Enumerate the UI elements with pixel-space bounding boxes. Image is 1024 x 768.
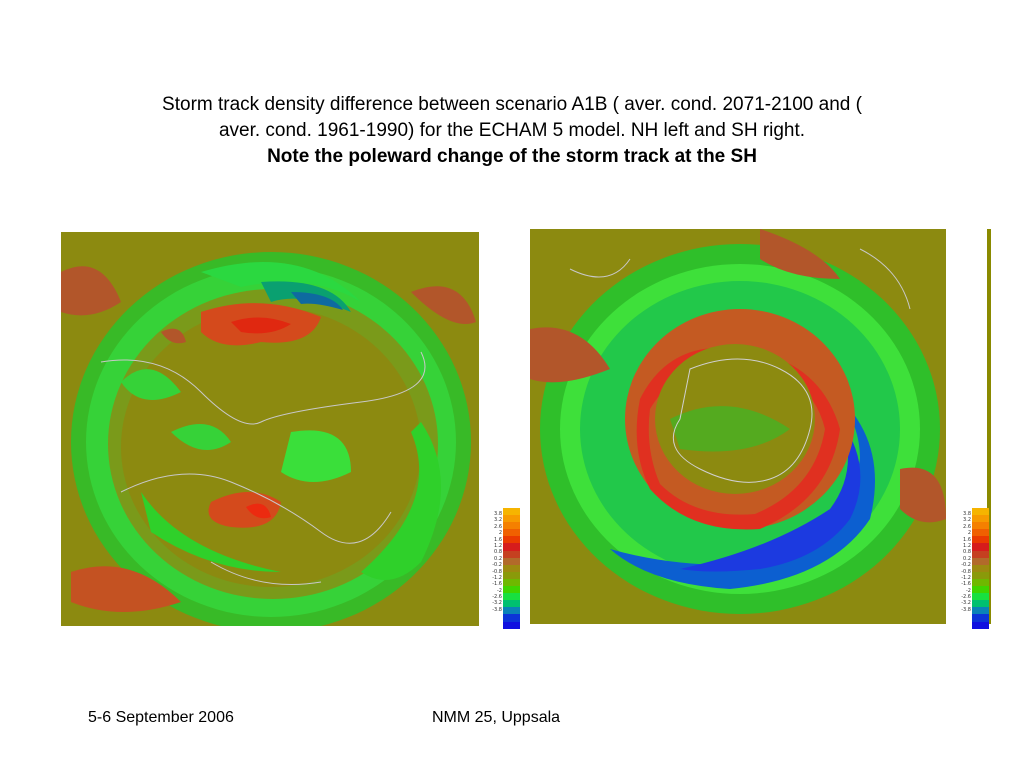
colorbar-label: -0.8 bbox=[492, 568, 502, 575]
colorbar-swatch bbox=[503, 586, 520, 594]
colorbar-swatch bbox=[972, 600, 989, 608]
colorbar-swatch bbox=[503, 621, 520, 629]
colorbar-label: -2 bbox=[497, 587, 502, 594]
colorbar-swatch bbox=[972, 536, 989, 544]
colorbar-swatch bbox=[503, 578, 520, 587]
colorbar-label: 2 bbox=[967, 530, 971, 537]
colorbar-swatch bbox=[972, 614, 989, 622]
title-line-2: aver. cond. 1961-1990) for the ECHAM 5 m… bbox=[218, 120, 806, 141]
colorbar-label: -0.8 bbox=[961, 568, 971, 575]
colorbar-swatch bbox=[972, 593, 989, 601]
colorbar-swatch bbox=[972, 571, 989, 579]
colorbar-swatch bbox=[972, 621, 989, 629]
colorbar-label: -0.2 bbox=[492, 562, 502, 569]
nh-colorbar-labels: 3.8 3.2 2.6 2 1.6 1.2 0.8 0.2 -0.2 -0.8 … bbox=[488, 511, 502, 613]
colorbar-label: 0.2 bbox=[494, 555, 502, 562]
colorbar-swatch bbox=[972, 515, 989, 523]
colorbar-label: 1.2 bbox=[963, 542, 971, 549]
colorbar-swatch bbox=[503, 557, 520, 565]
colorbar-label: 0.8 bbox=[963, 549, 971, 556]
colorbar-label: 3.8 bbox=[494, 511, 502, 517]
colorbar-swatch bbox=[503, 536, 520, 544]
colorbar-swatch bbox=[503, 607, 520, 615]
colorbar-label: 1.6 bbox=[494, 536, 502, 543]
title-line-1: Storm track density difference between s… bbox=[162, 94, 862, 115]
colorbar-label: 2 bbox=[498, 530, 502, 537]
colorbar-swatch bbox=[972, 522, 989, 530]
colorbar-label: -1.6 bbox=[492, 581, 502, 588]
colorbar-swatch bbox=[503, 571, 520, 579]
colorbar-swatch bbox=[503, 522, 520, 530]
colorbar-label: 3.8 bbox=[963, 511, 971, 517]
colorbar-label: 1.2 bbox=[494, 542, 502, 549]
colorbar-swatch bbox=[972, 578, 989, 587]
colorbar-swatch bbox=[503, 529, 520, 537]
sh-map-graphic bbox=[530, 229, 946, 624]
colorbar-swatch bbox=[503, 550, 520, 558]
footer-event: NMM 25, Uppsala bbox=[432, 709, 561, 726]
colorbar-swatch bbox=[972, 543, 989, 551]
colorbar-swatch bbox=[503, 564, 520, 572]
colorbar-label: 2.6 bbox=[963, 523, 971, 530]
colorbar-swatch bbox=[503, 614, 520, 622]
nh-storm-track-map bbox=[61, 232, 479, 626]
colorbar-label: -3.8 bbox=[961, 606, 971, 613]
colorbar-label: 3.2 bbox=[963, 517, 971, 524]
colorbar-label: -1.2 bbox=[961, 574, 971, 581]
sh-colorbar-swatches bbox=[972, 508, 989, 629]
colorbar-swatch bbox=[972, 564, 989, 572]
colorbar-label: -3.2 bbox=[492, 600, 502, 607]
colorbar-swatch bbox=[503, 593, 520, 601]
colorbar-swatch bbox=[972, 529, 989, 537]
colorbar-label: -2.6 bbox=[961, 594, 971, 601]
cropped-map-edge bbox=[987, 229, 991, 624]
slide-title: Storm track density difference between s… bbox=[40, 92, 984, 170]
colorbar-swatch bbox=[972, 586, 989, 594]
colorbar-swatch bbox=[972, 508, 989, 516]
colorbar-label: -0.2 bbox=[961, 562, 971, 569]
colorbar-swatch bbox=[503, 543, 520, 551]
colorbar-swatch bbox=[972, 550, 989, 558]
nh-map-graphic bbox=[61, 232, 479, 626]
colorbar-label: -3.8 bbox=[492, 606, 502, 613]
colorbar-label: 0.8 bbox=[494, 549, 502, 556]
colorbar-label: 3.2 bbox=[494, 517, 502, 524]
colorbar-label: -2.6 bbox=[492, 594, 502, 601]
colorbar-swatch bbox=[972, 557, 989, 565]
colorbar-label: -1.2 bbox=[492, 574, 502, 581]
sh-storm-track-map bbox=[530, 229, 946, 624]
colorbar-swatch bbox=[503, 515, 520, 523]
title-line-3-note: Note the poleward change of the storm tr… bbox=[267, 146, 757, 167]
colorbar-label: 2.6 bbox=[494, 523, 502, 530]
footer-date: 5-6 September 2006 bbox=[88, 709, 234, 726]
colorbar-label: 0.2 bbox=[963, 555, 971, 562]
colorbar-label: 1.6 bbox=[963, 536, 971, 543]
colorbar-label: -2 bbox=[966, 587, 971, 594]
colorbar-swatch bbox=[503, 508, 520, 516]
sh-colorbar-labels: 3.8 3.2 2.6 2 1.6 1.2 0.8 0.2 -0.2 -0.8 … bbox=[957, 511, 971, 613]
colorbar-swatch bbox=[503, 600, 520, 608]
colorbar-label: -3.2 bbox=[961, 600, 971, 607]
colorbar-swatch bbox=[972, 607, 989, 615]
nh-colorbar-swatches bbox=[503, 508, 520, 629]
colorbar-label: -1.6 bbox=[961, 581, 971, 588]
